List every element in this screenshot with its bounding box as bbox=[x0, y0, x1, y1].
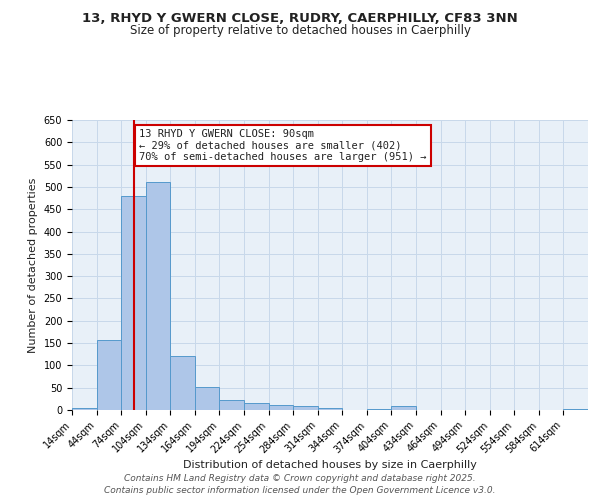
Bar bbox=[220, 400, 244, 410]
Bar bbox=[563, 409, 588, 410]
Text: Size of property relative to detached houses in Caerphilly: Size of property relative to detached ho… bbox=[130, 24, 470, 37]
Bar bbox=[195, 387, 220, 410]
Text: Contains HM Land Registry data © Crown copyright and database right 2025.
Contai: Contains HM Land Registry data © Crown c… bbox=[104, 474, 496, 495]
Bar bbox=[318, 408, 342, 410]
Y-axis label: Number of detached properties: Number of detached properties bbox=[28, 178, 38, 352]
Bar bbox=[367, 408, 391, 410]
Bar bbox=[121, 196, 146, 410]
Bar bbox=[293, 406, 318, 410]
Bar bbox=[170, 356, 195, 410]
Text: 13, RHYD Y GWERN CLOSE, RUDRY, CAERPHILLY, CF83 3NN: 13, RHYD Y GWERN CLOSE, RUDRY, CAERPHILL… bbox=[82, 12, 518, 26]
Bar bbox=[146, 182, 170, 410]
Bar bbox=[391, 406, 416, 410]
Bar bbox=[97, 340, 121, 410]
Text: 13 RHYD Y GWERN CLOSE: 90sqm
← 29% of detached houses are smaller (402)
70% of s: 13 RHYD Y GWERN CLOSE: 90sqm ← 29% of de… bbox=[139, 128, 427, 162]
Bar bbox=[244, 404, 269, 410]
X-axis label: Distribution of detached houses by size in Caerphilly: Distribution of detached houses by size … bbox=[183, 460, 477, 470]
Bar bbox=[269, 404, 293, 410]
Bar bbox=[72, 408, 97, 410]
